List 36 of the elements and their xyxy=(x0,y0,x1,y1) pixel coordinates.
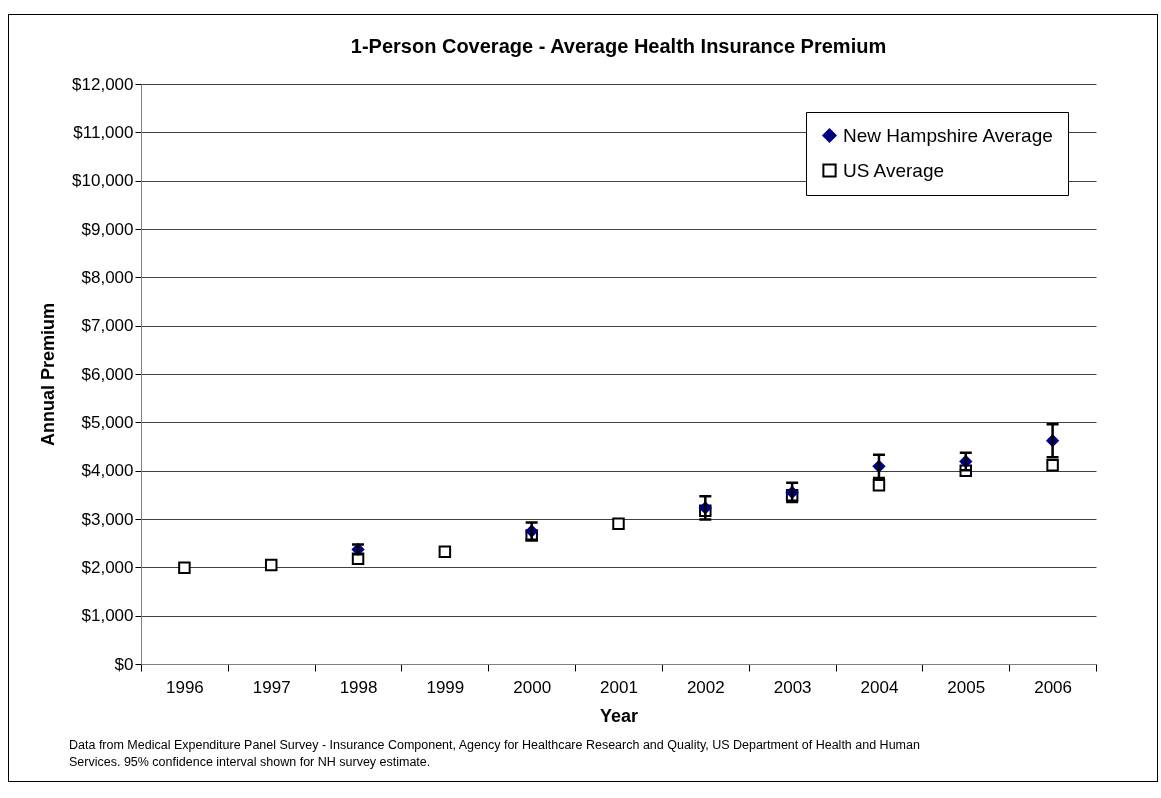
point xyxy=(438,545,452,559)
x-tick-label: 1998 xyxy=(339,677,378,697)
y-tick-label: $7,000 xyxy=(81,316,134,336)
text: Data from Medical Expenditure Panel Survey - Insurance Component, Agency for Healthcare Research and Quality, US Department of Health and Human Services. 95% confidence interval shown for NH survey estimate. xyxy=(69,737,921,771)
y-tick-label: $2,000 xyxy=(81,557,134,577)
chart-title: 1-Person Coverage - Average Health Insurance Premium xyxy=(350,35,887,57)
x-tick-label: 1996 xyxy=(166,677,204,697)
y-tick-label: $1,000 xyxy=(81,606,134,626)
y-tick-label: $9,000 xyxy=(81,219,134,239)
legend-label: New Hampshire Average xyxy=(843,124,1053,146)
x-tick-label: 2002 xyxy=(686,677,725,697)
point xyxy=(1046,459,1059,472)
y-tick-label: $3,000 xyxy=(81,509,134,529)
x-tick-label: 2001 xyxy=(600,677,638,697)
point xyxy=(872,478,886,492)
x-axis-title: Year xyxy=(599,705,639,726)
y-tick-label: $10,000 xyxy=(72,171,134,191)
x-tick-label: 2003 xyxy=(773,677,812,697)
y-tick-label: $4,000 xyxy=(81,461,134,481)
y-tick-label: $0 xyxy=(114,654,134,674)
x-tick-label: 2004 xyxy=(860,677,899,697)
y-tick-label: $8,000 xyxy=(81,267,134,287)
y-tick-label: $6,000 xyxy=(81,364,134,384)
x-tick-label: 2006 xyxy=(1034,677,1072,697)
x-tick-label: 1997 xyxy=(252,677,291,697)
x-tick-label: 2005 xyxy=(947,677,986,697)
y-tick-label: $11,000 xyxy=(73,122,134,142)
y-tick-label: $5,000 xyxy=(81,412,134,432)
x-tick-label: 1999 xyxy=(426,677,465,697)
y-axis-title: Annual Premium xyxy=(38,302,59,447)
legend-label: US Average xyxy=(843,159,945,181)
point xyxy=(612,517,625,531)
point xyxy=(264,558,278,572)
x-tick-label: 2000 xyxy=(513,677,552,697)
y-tick-label: $12,000 xyxy=(72,74,134,94)
point xyxy=(178,561,191,575)
